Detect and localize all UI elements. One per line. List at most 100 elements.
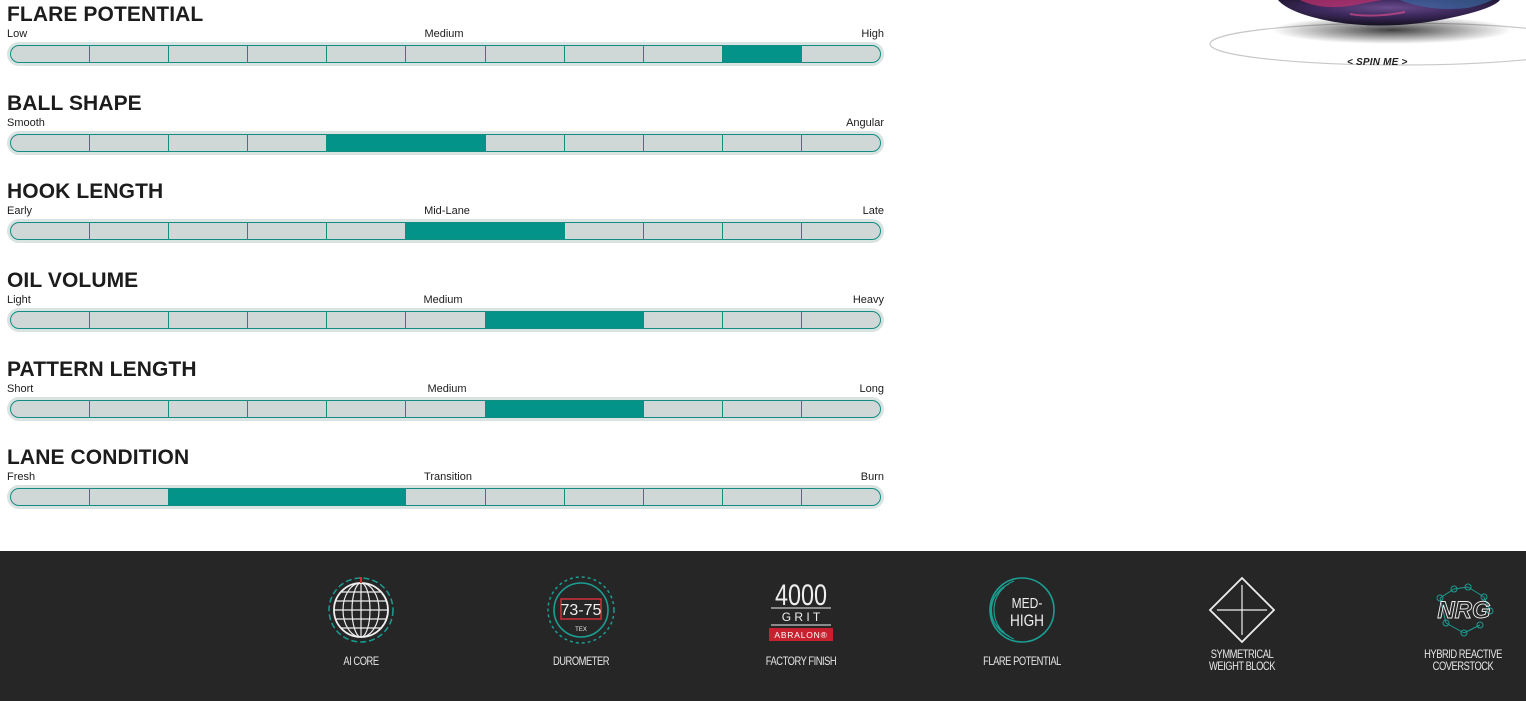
scale-label-left: Early (7, 205, 33, 217)
rating-segment (802, 46, 880, 62)
rating-segment (169, 401, 249, 417)
rating-segment (406, 46, 486, 62)
rating-track-segments (10, 45, 881, 63)
scale-label-mid: Medium (424, 28, 464, 40)
rating-segment (565, 46, 644, 62)
rating-segment-filled (485, 223, 565, 239)
rating-segment (169, 135, 249, 151)
rating-track-segments (10, 488, 881, 506)
feature-ai-core: AI CORE (291, 575, 431, 667)
rating-segment (90, 489, 170, 505)
rating-segment (90, 401, 170, 417)
rating-segment (802, 401, 880, 417)
rating-segment (723, 223, 802, 239)
rating-segment (169, 223, 249, 239)
rating-track (7, 397, 884, 421)
abralon-brand: ABRALON® (774, 630, 827, 640)
flare-rings-icon: MED- HIGH (989, 577, 1055, 643)
feature-label: AI CORE (343, 654, 379, 668)
rating-segment-filled (406, 135, 486, 151)
rating-segment (644, 401, 723, 417)
metric-title: LANE CONDITION (7, 446, 190, 469)
feature-label: DUROMETER (552, 654, 610, 668)
rating-track (7, 485, 884, 509)
rating-track (7, 42, 884, 66)
feature-hybrid-reactive-coverstock: NRG HYBRID REACTIVE COVERSTOCK (1393, 575, 1526, 672)
rating-segment (11, 223, 91, 239)
rating-segment-filled (406, 223, 486, 239)
metric-title: FLARE POTENTIAL (7, 3, 204, 26)
feature-label: FLARE POTENTIAL (983, 654, 1061, 668)
rating-segment (11, 489, 91, 505)
flare-value-line2: HIGH (1010, 612, 1044, 631)
rating-segment-filled (564, 401, 644, 417)
rating-segment (11, 401, 91, 417)
rating-track (7, 131, 884, 155)
rating-segment (802, 135, 880, 151)
rating-segment (11, 135, 91, 151)
rating-segment (802, 223, 880, 239)
rating-segment (565, 223, 644, 239)
scale-label-left: Light (7, 294, 31, 306)
grit-sub: G R I T (782, 610, 821, 624)
feature-durometer: 73-75 TEX DUROMETER (511, 575, 651, 667)
scale-label-right: Angular (846, 117, 884, 129)
rating-segment (565, 135, 644, 151)
rating-segment (644, 223, 723, 239)
feature-factory-finish: 4000 G R I T ABRALON® FACTORY FINISH (731, 575, 871, 667)
rating-segment (406, 401, 486, 417)
rating-segment (90, 135, 170, 151)
rating-segment (248, 312, 328, 328)
ball-spinner[interactable] (1200, 0, 1526, 80)
spin-me-label[interactable]: < SPIN ME > (1347, 57, 1408, 68)
feature-label: FACTORY FINISH (765, 654, 837, 668)
rating-segment (723, 401, 802, 417)
rating-segment (248, 46, 328, 62)
scale-label-mid: Medium (427, 383, 467, 395)
feature-label-line2: WEIGHT BLOCK (1209, 659, 1275, 673)
rating-segment (327, 46, 407, 62)
rating-segment-filled (327, 489, 407, 505)
metric-title: OIL VOLUME (7, 269, 139, 292)
rating-segment (169, 312, 249, 328)
rating-segment (327, 401, 407, 417)
rating-segment (644, 489, 723, 505)
rating-track (7, 308, 884, 332)
rating-segment (90, 46, 170, 62)
nrg-logo-text: NRG (1437, 597, 1490, 624)
rating-segment (486, 135, 565, 151)
durometer-value: 73-75 (561, 602, 602, 619)
metric-title: PATTERN LENGTH (7, 358, 197, 381)
rating-segment-filled (722, 46, 802, 62)
rating-segment (565, 489, 644, 505)
rating-track-segments (10, 400, 881, 418)
symmetrical-diamond-icon (1208, 576, 1276, 644)
rating-segment (327, 312, 407, 328)
scale-label-right: Long (859, 383, 884, 395)
rating-segment-filled (485, 401, 565, 417)
rating-segment-filled (327, 135, 407, 151)
rating-segment (248, 401, 328, 417)
rating-track-segments (10, 134, 881, 152)
flare-value-line1: MED- (1012, 595, 1043, 612)
rating-track-segments (10, 222, 881, 240)
rating-segment (406, 489, 486, 505)
bowling-ball-image[interactable] (1200, 0, 1526, 80)
scale-label-right: High (861, 28, 884, 40)
metric-title: HOOK LENGTH (7, 180, 164, 203)
scale-label-left: Short (7, 383, 34, 395)
feature-label-line2: COVERSTOCK (1432, 659, 1494, 673)
feature-label-line1: HYBRID REACTIVE (1424, 647, 1502, 661)
rating-segment-filled (485, 312, 565, 328)
rating-segment (406, 312, 486, 328)
durometer-gauge-icon: 73-75 TEX (547, 576, 615, 644)
rating-segment (723, 489, 802, 505)
rating-segment (11, 312, 91, 328)
feature-label-line1: SYMMETRICAL (1210, 647, 1274, 661)
rating-segment (169, 46, 249, 62)
rating-segment (248, 223, 328, 239)
scale-label-mid: Mid-Lane (424, 205, 470, 217)
grit-icon: 4000 G R I T ABRALON® (769, 578, 833, 641)
scale-label-right: Heavy (852, 294, 884, 306)
feature-bar: AI CORE 73-75 TEX DUROMETER 4000 G R I T… (0, 551, 1526, 701)
